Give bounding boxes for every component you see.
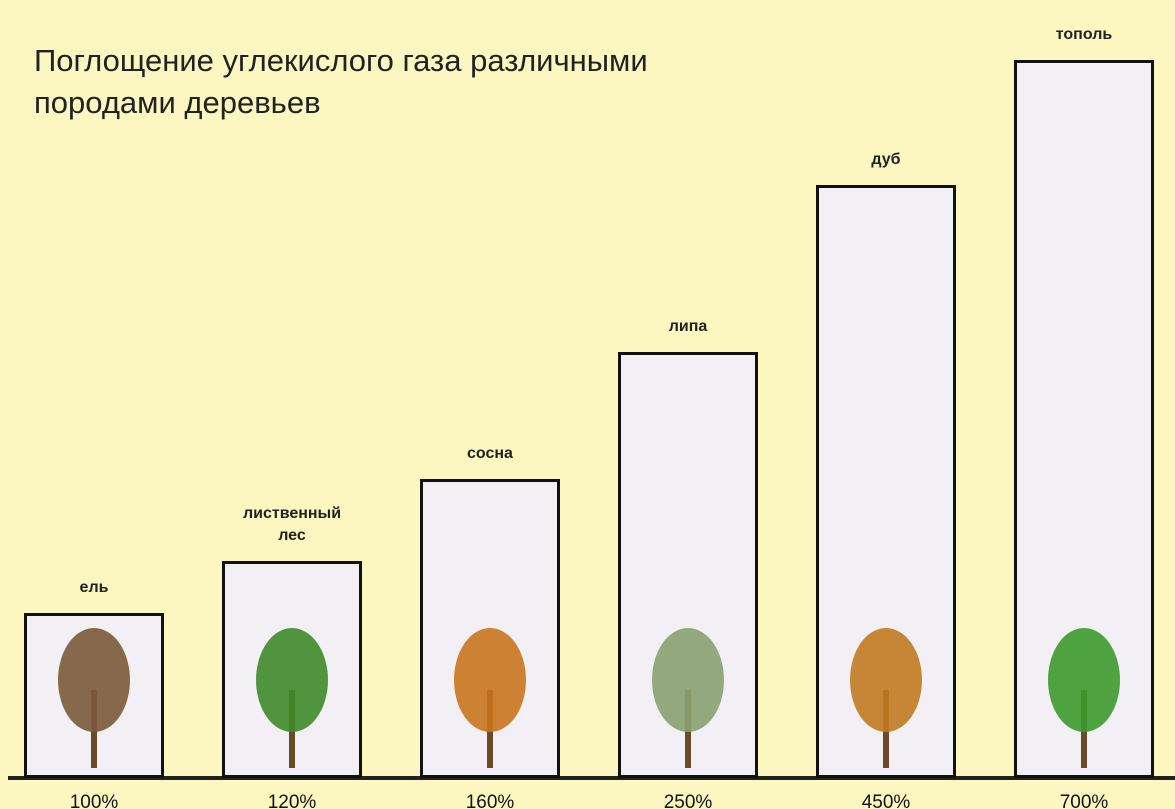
tree-icon: [841, 620, 931, 770]
category-label: лиственный лес: [227, 503, 357, 547]
value-label: 120%: [222, 792, 362, 809]
tree-icon: [247, 620, 337, 770]
tree-icon: [643, 620, 733, 770]
baseline: [8, 776, 1175, 780]
tree-icon: [1039, 620, 1129, 770]
category-label: тополь: [1019, 24, 1149, 46]
tree-icon: [445, 620, 535, 770]
value-label: 250%: [618, 792, 758, 809]
category-label: сосна: [425, 443, 555, 465]
tree-icon: [49, 620, 139, 770]
category-label: дуб: [821, 149, 951, 171]
chart-title: Поглощение углекислого газа различными п…: [34, 40, 694, 124]
value-label: 160%: [420, 792, 560, 809]
category-label: липа: [623, 316, 753, 338]
value-label: 700%: [1014, 792, 1154, 809]
category-label: ель: [29, 577, 159, 599]
value-label: 100%: [24, 792, 164, 809]
value-label: 450%: [816, 792, 956, 809]
chart: Поглощение углекислого газа различными п…: [0, 0, 1175, 809]
